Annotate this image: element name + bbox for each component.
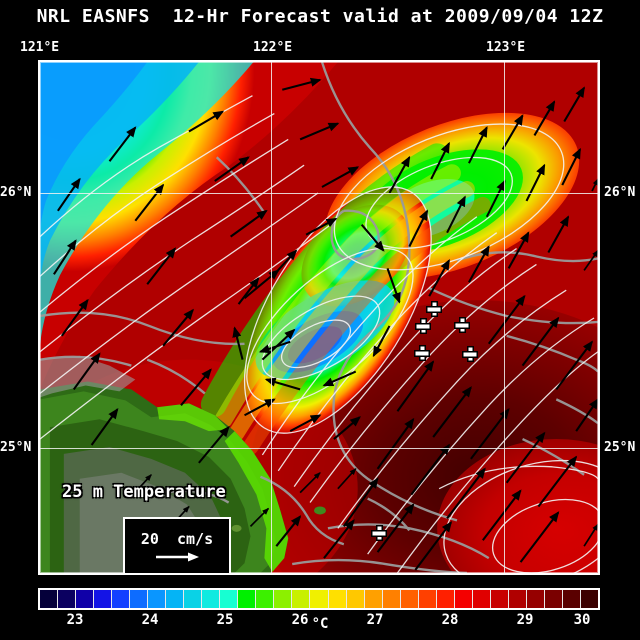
page-title: NRL EASNFS 12-Hr Forecast valid at 2009/… (36, 6, 604, 27)
colorbar-swatch (544, 590, 563, 608)
colorbar-swatch (94, 590, 113, 608)
vector-scale-arrow-icon (156, 552, 199, 561)
colorbar-tick-label: 28 (441, 612, 459, 628)
station-marker-cross-icon (427, 302, 441, 316)
field-label: 25 m Temperature (62, 482, 226, 502)
lat-tick-label-left: 26°N (0, 185, 32, 200)
colorbar[interactable] (38, 588, 600, 610)
colorbar-swatch (256, 590, 275, 608)
gridline-lon-122 (271, 62, 272, 573)
colorbar-swatch (166, 590, 185, 608)
colorbar-swatch (184, 590, 203, 608)
colorbar-swatch (454, 590, 473, 608)
colorbar-swatch (364, 590, 383, 608)
colorbar-swatch (382, 590, 401, 608)
station-marker-cross-icon (416, 319, 430, 333)
lon-tick-label: 122°E (253, 40, 293, 55)
colorbar-swatch (76, 590, 95, 608)
vector-scale-box: 20 cm/s (123, 517, 231, 573)
lon-tick-label: 123°E (486, 40, 526, 55)
colorbar-swatch (436, 590, 455, 608)
colorbar-swatch (130, 590, 149, 608)
station-marker-cross-icon (415, 346, 429, 360)
station-marker-cross-icon (372, 526, 386, 540)
colorbar-tick-label: 25 (216, 612, 234, 628)
station-marker-cross-icon (455, 318, 469, 332)
lat-tick-label-right: 26°N (604, 185, 636, 200)
colorbar-unit-label: °C (311, 616, 329, 632)
colorbar-tick-label: 30 (573, 612, 591, 628)
colorbar-swatch (202, 590, 221, 608)
colorbar-swatch (328, 590, 347, 608)
gridline-lat-26 (40, 193, 598, 194)
colorbar-swatch (490, 590, 509, 608)
colorbar-swatch (112, 590, 131, 608)
colorbar-swatch (526, 590, 545, 608)
map-canvas: 25 m Temperature 20 cm/s (40, 62, 598, 573)
map-panel[interactable]: 25 m Temperature 20 cm/s (38, 60, 600, 575)
colorbar-swatch (418, 590, 437, 608)
colorbar-swatch (148, 590, 167, 608)
colorbar-swatch (274, 590, 293, 608)
colorbar-tick-label: 23 (66, 612, 84, 628)
gridline-lon-123 (504, 62, 505, 573)
colorbar-swatch (220, 590, 239, 608)
colorbar-swatch (580, 590, 598, 608)
colorbar-swatch (310, 590, 329, 608)
lon-tick-label: 121°E (20, 40, 60, 55)
colorbar-tick-label: 27 (366, 612, 384, 628)
colorbar-swatch (346, 590, 365, 608)
vector-scale-label: 20 cm/s (140, 529, 214, 548)
colorbar-swatch (562, 590, 581, 608)
lat-tick-label-right: 25°N (604, 440, 636, 455)
colorbar-swatch (400, 590, 419, 608)
lat-tick-label-left: 25°N (0, 440, 32, 455)
colorbar-tick-label: 29 (516, 612, 534, 628)
colorbar-swatch (40, 590, 59, 608)
colorbar-swatch (508, 590, 527, 608)
colorbar-tick-label: 24 (141, 612, 159, 628)
gridline-lat-25 (40, 448, 598, 449)
colorbar-swatch (238, 590, 257, 608)
station-marker-cross-icon (463, 347, 477, 361)
colorbar-swatch (58, 590, 77, 608)
colorbar-swatch (472, 590, 491, 608)
colorbar-swatch (292, 590, 311, 608)
colorbar-tick-label: 26 (291, 612, 309, 628)
